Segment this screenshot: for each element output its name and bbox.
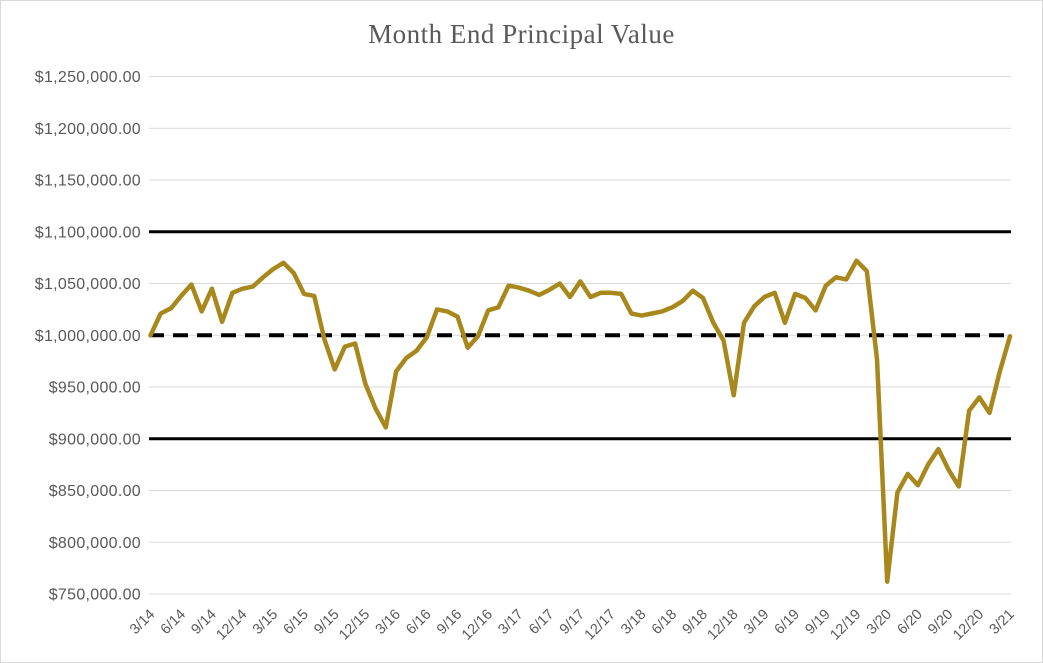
principal-value-line	[148, 258, 1013, 584]
x-tick-label: 12/16	[459, 607, 496, 644]
x-tick-label: 3/14	[127, 607, 158, 638]
y-tick-label: $1,100,000.00	[35, 224, 141, 241]
x-tick-label: 6/17	[526, 607, 557, 638]
y-tick-label: $1,200,000.00	[35, 121, 141, 138]
y-tick-label: $1,250,000.00	[35, 69, 141, 86]
x-tick-label: 12/15	[336, 607, 373, 644]
y-tick-label: $750,000.00	[49, 587, 141, 604]
x-tick-label: 6/16	[403, 607, 434, 638]
x-tick-label: 3/17	[495, 607, 526, 638]
x-tick-label: 12/19	[827, 607, 864, 644]
x-tick-label: 3/21	[987, 607, 1018, 638]
x-tick-label: 12/17	[582, 607, 619, 644]
x-tick-label: 12/18	[705, 607, 742, 644]
x-tick-label: 12/14	[213, 607, 250, 644]
x-tick-label: 6/15	[281, 607, 312, 638]
y-tick-label: $1,150,000.00	[35, 173, 141, 190]
x-tick-label: 6/19	[772, 607, 803, 638]
x-tick-label: 3/16	[373, 607, 404, 638]
x-tick-label: 6/18	[649, 607, 680, 638]
x-tick-label: 6/20	[894, 607, 925, 638]
x-tick-label: 3/15	[250, 607, 281, 638]
y-tick-label: $1,050,000.00	[35, 276, 141, 293]
x-tick-label: 6/14	[158, 607, 189, 638]
x-tick-label: 3/18	[618, 607, 649, 638]
y-tick-label: $1,000,000.00	[35, 328, 141, 345]
x-tick-label: 3/20	[864, 607, 895, 638]
y-tick-label: $900,000.00	[49, 431, 141, 448]
y-tick-label: $950,000.00	[49, 380, 141, 397]
x-tick-label: 3/19	[741, 607, 772, 638]
y-tick-label: $800,000.00	[49, 535, 141, 552]
y-tick-label: $850,000.00	[49, 483, 141, 500]
x-tick-label: 12/20	[950, 607, 987, 644]
